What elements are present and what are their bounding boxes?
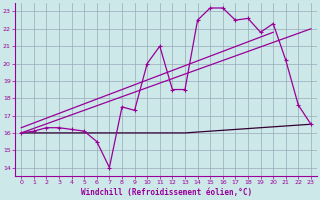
X-axis label: Windchill (Refroidissement éolien,°C): Windchill (Refroidissement éolien,°C) — [81, 188, 252, 197]
